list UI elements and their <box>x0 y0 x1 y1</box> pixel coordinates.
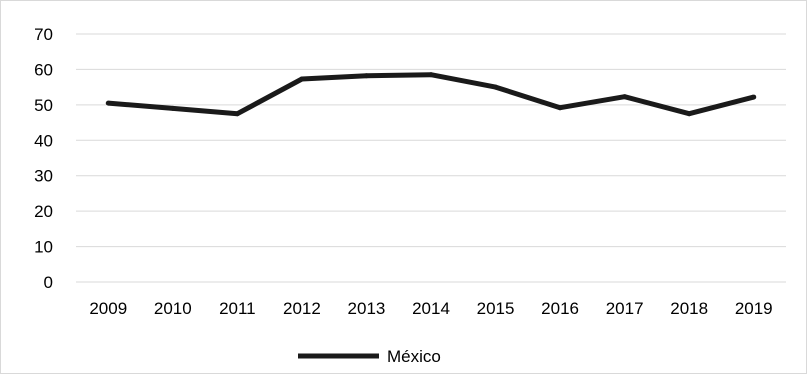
x-tick-label: 2016 <box>541 299 579 318</box>
legend: México <box>298 347 441 366</box>
x-tick-label: 2011 <box>219 299 256 318</box>
data-point <box>105 100 111 106</box>
x-tick-label: 2010 <box>154 299 192 318</box>
data-point <box>751 94 757 100</box>
x-tick-label: 2015 <box>477 299 515 318</box>
data-point <box>170 105 176 111</box>
y-tick-label: 40 <box>34 131 53 150</box>
data-point <box>686 111 692 117</box>
gridlines <box>76 33 786 248</box>
x-tick-label: 2014 <box>412 299 450 318</box>
data-point <box>622 94 628 100</box>
y-tick-label: 30 <box>34 167 53 186</box>
y-tick-label: 0 <box>44 273 53 292</box>
data-point <box>557 105 563 111</box>
series-line-mexico <box>108 72 755 117</box>
y-tick-label: 10 <box>34 238 53 257</box>
x-tick-label: 2013 <box>348 299 386 318</box>
y-tick-label: 70 <box>34 25 53 44</box>
data-point <box>428 72 434 78</box>
series-group <box>105 72 757 117</box>
data-point <box>299 76 305 82</box>
x-tick-label: 2019 <box>735 299 773 318</box>
legend-label-mexico: México <box>387 347 441 366</box>
x-axis-ticks: 2009 2010 2011 2012 2013 2014 2015 2016 2017 2018… <box>89 299 772 318</box>
x-tick-label: 2009 <box>89 299 127 318</box>
x-tick-label: 2012 <box>283 299 321 318</box>
y-tick-label: 50 <box>34 96 53 115</box>
data-point <box>234 111 240 117</box>
data-point <box>363 73 369 79</box>
y-tick-label: 20 <box>34 202 53 221</box>
x-tick-label: 2017 <box>606 299 644 318</box>
y-tick-label: 60 <box>34 60 53 79</box>
x-tick-label: 2018 <box>670 299 708 318</box>
data-point <box>493 84 499 90</box>
y-axis-ticks: 0 10 20 30 40 50 60 70 <box>34 25 53 292</box>
